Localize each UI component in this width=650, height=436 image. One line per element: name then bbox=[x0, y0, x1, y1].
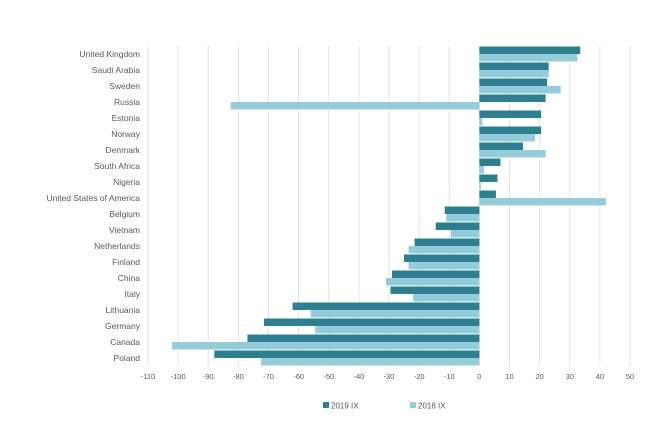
bar-2018 bbox=[385, 278, 480, 286]
category-label: Vietnam bbox=[109, 225, 140, 235]
bar-2018 bbox=[479, 54, 578, 62]
category-label: Sweden bbox=[109, 81, 140, 91]
bar-2018 bbox=[172, 342, 480, 350]
bar-2019 bbox=[292, 302, 480, 310]
bar-2018 bbox=[479, 166, 484, 174]
x-tick-label: -50 bbox=[323, 372, 334, 381]
legend: 2019 IX 2018 IX bbox=[323, 402, 446, 411]
x-tick-label: -110 bbox=[141, 372, 155, 381]
bar-2019 bbox=[479, 126, 542, 134]
bar-2019 bbox=[479, 158, 501, 166]
bar-2018 bbox=[260, 358, 480, 366]
category-label: Netherlands bbox=[94, 241, 140, 251]
bar-2018 bbox=[479, 118, 483, 126]
bars bbox=[172, 46, 606, 366]
x-tick-label: -60 bbox=[293, 372, 304, 381]
x-tick-label: 30 bbox=[566, 372, 574, 381]
category-label: Belgium bbox=[109, 209, 140, 219]
x-tick-label: -30 bbox=[384, 372, 395, 381]
category-label: Saudi Arabia bbox=[92, 65, 140, 75]
bar-2019 bbox=[390, 286, 480, 294]
category-label: Finland bbox=[112, 257, 140, 267]
x-tick-label: -90 bbox=[203, 372, 214, 381]
bar-2019 bbox=[479, 78, 548, 86]
bar-2019 bbox=[479, 62, 549, 70]
x-tick-label: 50 bbox=[626, 372, 634, 381]
x-tick-label: -100 bbox=[171, 372, 186, 381]
category-labels: United Kingdom Saudi Arabia Sweden Russia Es… bbox=[46, 49, 140, 363]
category-label: South Africa bbox=[94, 161, 140, 171]
category-label: Italy bbox=[124, 289, 140, 299]
bar-2019 bbox=[479, 174, 498, 182]
legend-label-2018: 2018 IX bbox=[418, 402, 446, 411]
category-label: Russia bbox=[114, 97, 140, 107]
bar-2018 bbox=[315, 326, 480, 334]
bar-2018 bbox=[479, 70, 549, 78]
category-label: Lithuania bbox=[105, 305, 140, 315]
x-tick-label: 40 bbox=[596, 372, 604, 381]
category-label: Canada bbox=[110, 337, 140, 347]
category-label: Denmark bbox=[106, 145, 141, 155]
category-label: Estonia bbox=[112, 113, 141, 123]
bar-2018 bbox=[450, 230, 480, 238]
bar-2018 bbox=[479, 86, 561, 94]
bar-2019 bbox=[435, 222, 480, 230]
bar-2019 bbox=[479, 142, 524, 150]
bar-2019 bbox=[444, 206, 480, 214]
legend-label-2019: 2019 IX bbox=[331, 402, 359, 411]
bar-2018 bbox=[479, 182, 481, 190]
x-tick-label: 20 bbox=[535, 372, 543, 381]
bar-2019 bbox=[247, 334, 480, 342]
category-label: China bbox=[118, 273, 140, 283]
category-label: Norway bbox=[111, 129, 141, 139]
x-axis-tick-labels: -110 -100 -90 -80 -70 -60 -50 -40 -30 -20 -10 0 10 20… bbox=[141, 372, 634, 381]
bar-2018 bbox=[413, 294, 480, 302]
bar-2019 bbox=[479, 190, 496, 198]
category-label: Nigeria bbox=[113, 177, 140, 187]
bar-2019 bbox=[479, 110, 542, 118]
bar-2018 bbox=[479, 198, 606, 206]
bar-2018 bbox=[230, 102, 480, 110]
bar-2019 bbox=[392, 270, 480, 278]
bar-2018 bbox=[408, 262, 480, 270]
category-label: United States of America bbox=[46, 193, 140, 203]
legend-swatch-2018 bbox=[410, 402, 416, 408]
bar-2018 bbox=[408, 246, 480, 254]
bar-2018 bbox=[479, 150, 546, 158]
bar-2019 bbox=[404, 254, 480, 262]
bar-2019 bbox=[479, 94, 546, 102]
bar-2018 bbox=[479, 134, 536, 142]
bar-2019 bbox=[414, 238, 480, 246]
bar-2019 bbox=[263, 318, 480, 326]
category-label: Poland bbox=[114, 353, 141, 363]
legend-swatch-2019 bbox=[323, 402, 329, 408]
x-tick-label: -10 bbox=[444, 372, 455, 381]
category-label: Germany bbox=[105, 321, 141, 331]
category-label: United Kingdom bbox=[80, 49, 140, 59]
bar-2018 bbox=[310, 310, 480, 318]
x-tick-label: -20 bbox=[414, 372, 425, 381]
x-tick-label: 0 bbox=[477, 372, 481, 381]
bar-2019 bbox=[479, 46, 581, 54]
x-tick-label: -40 bbox=[353, 372, 364, 381]
bar-2018 bbox=[446, 214, 480, 222]
gridlines bbox=[147, 46, 631, 366]
x-tick-label: -70 bbox=[263, 372, 274, 381]
x-tick-label: -80 bbox=[233, 372, 244, 381]
x-tick-label: 10 bbox=[505, 372, 513, 381]
bar-2019 bbox=[214, 350, 480, 358]
